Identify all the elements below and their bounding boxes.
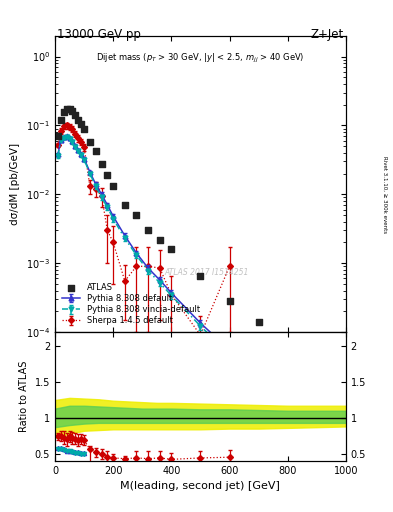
ATLAS — [78, 120, 84, 128]
Y-axis label: Ratio to ATLAS: Ratio to ATLAS — [19, 361, 29, 432]
ATLAS — [93, 147, 99, 156]
ATLAS — [64, 104, 70, 113]
ATLAS — [122, 201, 128, 209]
ATLAS — [61, 108, 67, 116]
ATLAS — [145, 226, 151, 234]
ATLAS — [110, 182, 116, 190]
ATLAS — [226, 297, 233, 305]
Text: Dijet mass ($p_{T}$ > 30 GeV, $|y|$ < 2.5, $m_{jj}$ > 40 GeV): Dijet mass ($p_{T}$ > 30 GeV, $|y|$ < 2.… — [96, 52, 305, 65]
ATLAS — [168, 245, 174, 253]
ATLAS — [98, 159, 105, 167]
ATLAS — [58, 116, 64, 124]
ATLAS — [72, 111, 79, 119]
ATLAS — [255, 318, 262, 326]
ATLAS — [197, 272, 204, 280]
Text: Rivet 3.1.10, ≥ 300k events: Rivet 3.1.10, ≥ 300k events — [383, 156, 387, 233]
ATLAS — [81, 124, 87, 133]
Text: 13000 GeV pp: 13000 GeV pp — [57, 28, 141, 41]
Text: Z+Jet: Z+Jet — [310, 28, 344, 41]
ATLAS — [87, 138, 93, 146]
Y-axis label: dσ/dM [pb/GeV]: dσ/dM [pb/GeV] — [10, 143, 20, 225]
ATLAS — [75, 116, 81, 124]
X-axis label: M(leading, second jet) [GeV]: M(leading, second jet) [GeV] — [121, 481, 280, 491]
Legend: ATLAS, Pythia 8.308 default, Pythia 8.308 vincia-default, Sherpa 1.4.5 default: ATLAS, Pythia 8.308 default, Pythia 8.30… — [59, 281, 202, 328]
ATLAS — [156, 236, 163, 244]
ATLAS — [55, 132, 61, 140]
ATLAS — [69, 108, 75, 116]
ATLAS — [104, 171, 110, 179]
ATLAS — [133, 211, 140, 219]
ATLAS — [66, 104, 73, 113]
ATLAS — [343, 343, 349, 351]
Text: ATLAS 2017 I1514251: ATLAS 2017 I1514251 — [164, 268, 248, 278]
ATLAS — [285, 335, 291, 343]
